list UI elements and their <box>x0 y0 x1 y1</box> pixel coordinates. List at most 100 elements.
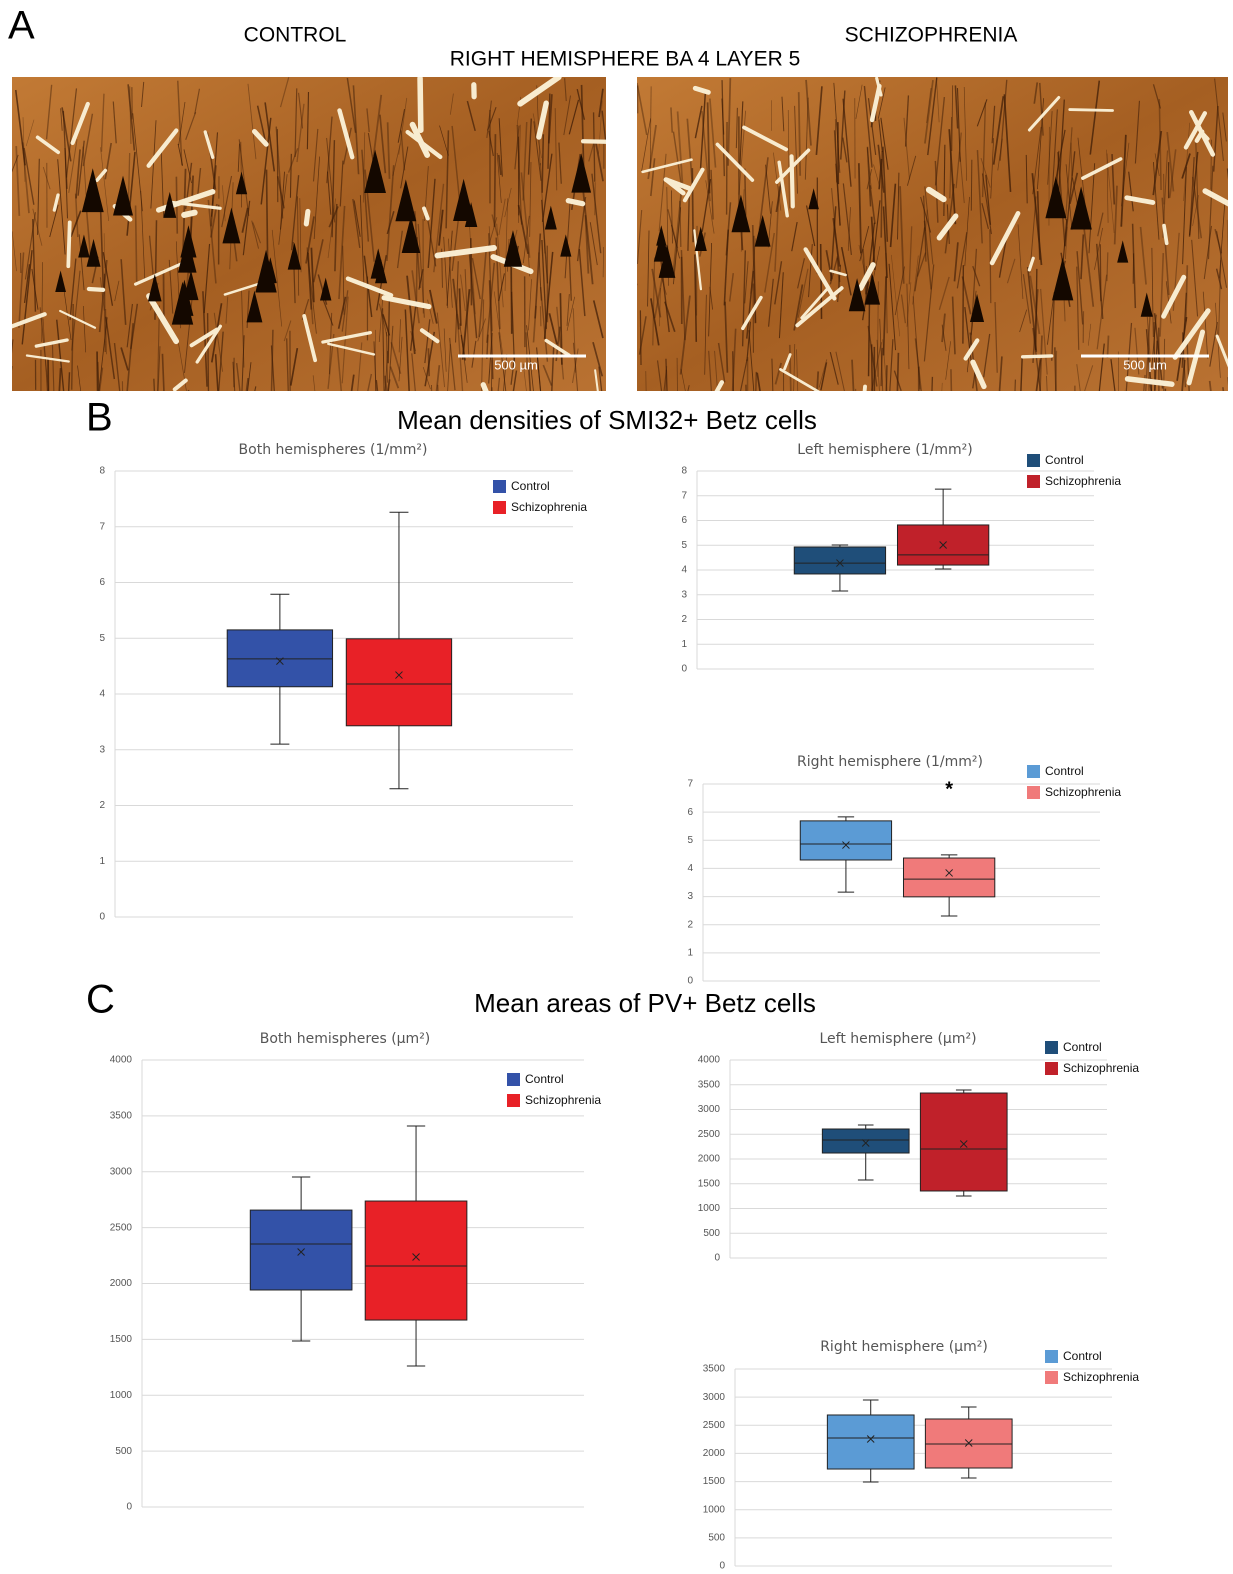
y-tick-label: 4 <box>99 689 105 700</box>
texture <box>872 344 873 411</box>
legend-label: Schizophrenia <box>525 1093 601 1107</box>
texture <box>1023 356 1052 357</box>
y-tick-label: 1500 <box>698 1178 721 1189</box>
y-tick-label: 0 <box>687 976 693 987</box>
legend-swatch <box>507 1073 520 1086</box>
box-chart: Left hemisphere (µm²)0500100015002000250… <box>698 1031 1140 1264</box>
figure: A CONTROL SCHIZOPHRENIA RIGHT HEMISPHERE… <box>0 0 1233 1574</box>
chart-title: Both hemispheres (1/mm²) <box>239 442 428 458</box>
y-tick-label: 7 <box>687 779 693 790</box>
y-tick-label: 2 <box>687 919 693 930</box>
y-tick-label: 2500 <box>110 1222 133 1233</box>
legend-swatch <box>1045 1371 1058 1384</box>
texture <box>583 141 621 142</box>
texture <box>696 226 697 316</box>
texture <box>568 201 582 204</box>
y-tick-label: 2000 <box>110 1278 133 1289</box>
legend-label: Schizophrenia <box>1045 474 1121 488</box>
y-tick-label: 7 <box>681 490 687 501</box>
box-chart: Left hemisphere (1/mm²)012345678ControlS… <box>681 442 1121 675</box>
box <box>903 858 994 897</box>
y-tick-label: 1000 <box>703 1504 726 1515</box>
box <box>794 547 885 574</box>
texture <box>863 387 865 404</box>
y-tick-label: 4 <box>681 565 687 576</box>
legend-label: Control <box>1045 764 1084 778</box>
y-tick-label: 3500 <box>703 1364 726 1375</box>
texture <box>629 284 637 307</box>
texture <box>971 160 972 211</box>
y-tick-label: 3000 <box>703 1392 726 1403</box>
texture <box>1223 387 1232 455</box>
y-tick-label: 0 <box>714 1253 720 1264</box>
box-chart: Right hemisphere (1/mm²)01234567*Control… <box>687 754 1121 987</box>
y-tick-label: 1 <box>687 947 693 958</box>
photo-subtitle: RIGHT HEMISPHERE BA 4 LAYER 5 <box>450 48 801 71</box>
texture <box>420 78 421 130</box>
y-tick-label: 1 <box>99 856 105 867</box>
legend-label: Schizophrenia <box>1045 785 1121 799</box>
texture <box>4 339 13 429</box>
legend-swatch <box>1045 1062 1058 1075</box>
box <box>920 1093 1007 1191</box>
y-tick-label: 0 <box>719 1561 725 1572</box>
texture <box>1227 360 1233 396</box>
y-tick-label: 2000 <box>698 1154 721 1165</box>
box <box>365 1201 467 1320</box>
texture <box>154 379 158 473</box>
chart-title: Left hemisphere (µm²) <box>819 1031 976 1047</box>
section-title: Mean densities of SMI32+ Betz cells <box>397 405 817 435</box>
y-tick-label: 3 <box>99 744 105 755</box>
texture <box>1125 391 1134 463</box>
legend-swatch <box>1027 454 1040 467</box>
y-tick-label: 6 <box>99 577 105 588</box>
legend-swatch <box>493 480 506 493</box>
texture <box>89 289 103 290</box>
chart-title: Left hemisphere (1/mm²) <box>797 442 972 458</box>
y-tick-label: 1000 <box>698 1203 721 1214</box>
texture <box>640 310 641 365</box>
y-tick-label: 3500 <box>698 1079 721 1090</box>
texture <box>495 134 496 227</box>
box <box>250 1210 352 1290</box>
y-tick-label: 2000 <box>703 1448 726 1459</box>
y-tick-label: 1000 <box>110 1390 133 1401</box>
box <box>800 821 891 860</box>
box <box>827 1415 914 1469</box>
photo-title: SCHIZOPHRENIA <box>845 24 1018 47</box>
legend-label: Control <box>525 1072 564 1086</box>
texture <box>1070 110 1113 111</box>
texture <box>1228 377 1233 469</box>
y-tick-label: 500 <box>115 1446 132 1457</box>
box <box>822 1129 909 1153</box>
y-tick-label: 500 <box>708 1532 725 1543</box>
texture <box>1012 380 1015 476</box>
y-tick-label: 2500 <box>698 1129 721 1140</box>
texture <box>6 366 12 409</box>
panel-label: A <box>8 4 35 48</box>
box <box>227 630 332 687</box>
texture <box>267 170 268 265</box>
legend-swatch <box>1027 475 1040 488</box>
scale-bar-label: 500 µm <box>1123 357 1167 372</box>
y-tick-label: 4000 <box>110 1055 133 1066</box>
texture <box>792 156 793 206</box>
legend-swatch <box>493 501 506 514</box>
scale-bar-label: 500 µm <box>494 357 538 372</box>
y-tick-label: 3500 <box>110 1111 133 1122</box>
y-tick-label: 1500 <box>110 1334 133 1345</box>
chart-title: Right hemisphere (1/mm²) <box>797 754 983 770</box>
annotation: * <box>945 778 953 800</box>
y-tick-label: 7 <box>99 521 105 532</box>
y-tick-label: 6 <box>681 515 687 526</box>
texture <box>692 168 693 242</box>
legend-swatch <box>1045 1350 1058 1363</box>
texture <box>247 386 256 428</box>
photo-title: CONTROL <box>244 24 347 47</box>
y-tick-label: 0 <box>126 1502 132 1513</box>
y-tick-label: 4 <box>687 863 693 874</box>
y-tick-label: 8 <box>99 466 105 477</box>
y-tick-label: 6 <box>687 807 693 818</box>
box-chart: Right hemisphere (µm²)050010001500200025… <box>703 1339 1140 1572</box>
y-tick-label: 5 <box>687 835 693 846</box>
